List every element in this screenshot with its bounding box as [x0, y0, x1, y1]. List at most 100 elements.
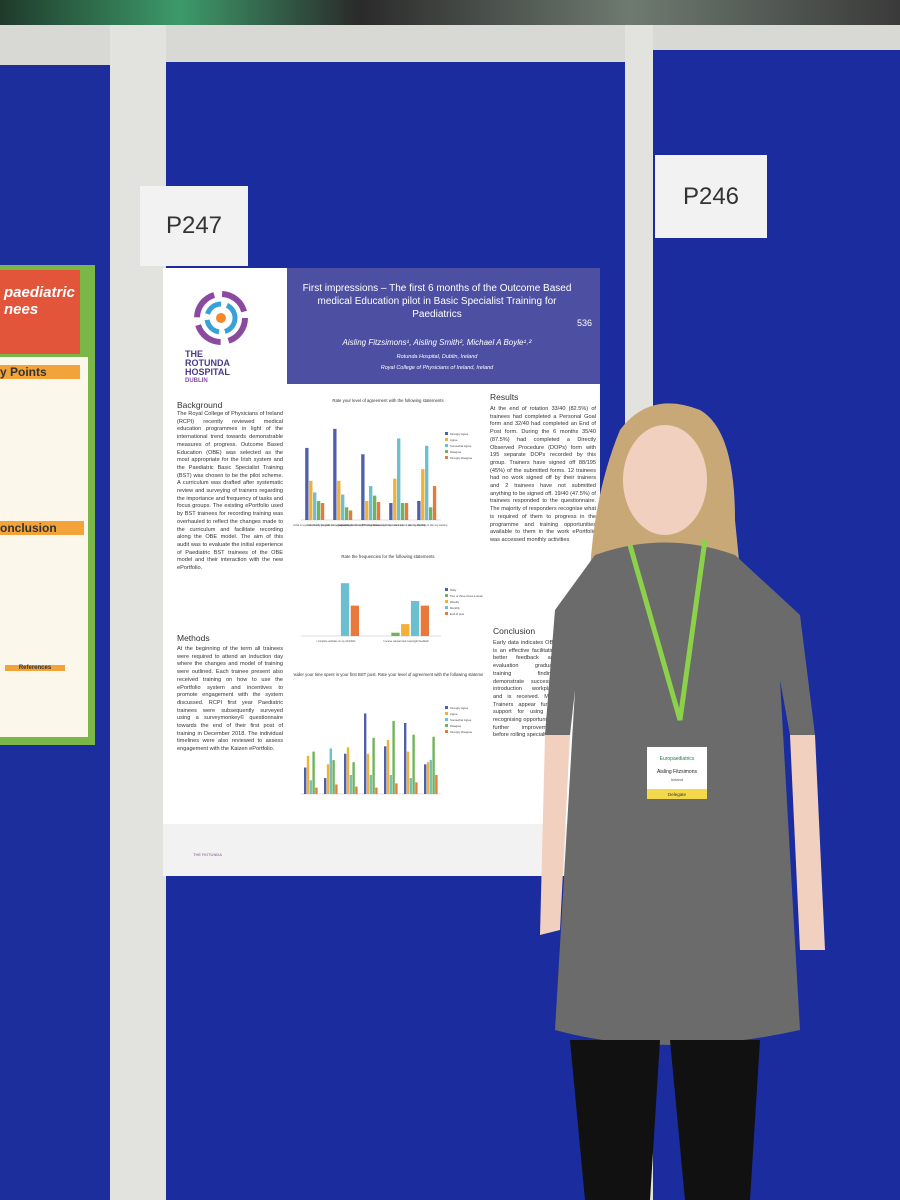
x-tick-label: I understand what is required of me to p… — [293, 524, 350, 527]
bar — [432, 736, 435, 794]
legend-label: Strongly Agree — [450, 432, 469, 436]
title: nees — [4, 301, 39, 318]
bar — [417, 500, 421, 520]
legend-swatch — [445, 600, 448, 603]
legend-swatch — [445, 432, 448, 435]
bar — [309, 480, 313, 520]
badge-event: Europaediatrics — [660, 756, 695, 762]
legend-label: Disagree — [450, 724, 462, 728]
heading: References — [5, 665, 65, 671]
bar — [412, 734, 415, 794]
section-heading: Results — [490, 392, 519, 402]
chart-title: Rate the frequencies for the following s… — [341, 554, 434, 559]
section-text: Early data indicates OBE is an effective… — [493, 640, 557, 739]
bar — [428, 507, 433, 520]
bar — [375, 787, 378, 794]
bar — [435, 774, 438, 794]
bar — [393, 478, 397, 520]
bar — [348, 510, 353, 520]
section-heading: Methods — [177, 633, 210, 643]
bar — [389, 774, 392, 794]
poster-header: paediatric nees — [0, 270, 80, 354]
logo-word: ROTUNDA — [185, 358, 230, 368]
legend-swatch — [445, 724, 448, 727]
bar — [349, 774, 352, 794]
bar — [404, 722, 407, 794]
bar — [395, 783, 398, 794]
bar — [332, 760, 335, 794]
bar — [316, 500, 321, 520]
legend-label: Somewhat Agree — [450, 444, 472, 448]
bar — [306, 755, 310, 794]
x-tick-label: I receive relevant and meaningful feedba… — [383, 640, 429, 643]
person: Europaediatrics Aisling Fitzsimons Irela… — [540, 403, 825, 1200]
bar — [386, 739, 390, 794]
section-text: The Royal College of Physicians of Irela… — [177, 411, 283, 572]
bar — [320, 503, 325, 520]
bar — [400, 503, 405, 520]
badge-name: Aisling Fitzsimons — [657, 769, 698, 775]
bar — [346, 747, 350, 794]
logo-word: HOSPITAL — [185, 367, 230, 377]
poster: THE ROTUNDA HOSPITAL DUBLIN First impressio… — [163, 268, 600, 876]
logo-word: THE — [185, 349, 203, 359]
legend-label: Two or three times a week — [450, 594, 483, 598]
bar — [365, 500, 369, 520]
bar — [326, 764, 330, 794]
bar — [420, 605, 430, 636]
legend-swatch — [445, 706, 448, 709]
bar — [424, 764, 427, 794]
bar — [406, 751, 410, 794]
poster-body: y Points onclusion References — [0, 357, 88, 737]
bar — [309, 780, 312, 794]
bar — [376, 501, 381, 520]
legend-swatch — [445, 718, 448, 721]
legend-swatch — [445, 588, 448, 591]
affiliation: Rotunda Hospital, Dublin, Ireland — [396, 354, 478, 360]
x-tick-label: I complete activities on my ePortfolio — [317, 640, 356, 643]
legend-swatch — [445, 730, 448, 733]
bar — [369, 774, 372, 794]
legend-swatch — [445, 456, 448, 459]
bar — [429, 760, 432, 794]
x-tick-label: I can identify the skills I am expected … — [307, 524, 380, 527]
bar — [350, 605, 360, 636]
bar — [372, 737, 375, 794]
bar — [352, 762, 355, 794]
bar — [312, 751, 315, 794]
bar — [329, 748, 332, 794]
bar — [415, 782, 418, 794]
bar — [355, 786, 358, 794]
bar — [315, 787, 318, 794]
bar — [432, 486, 437, 520]
bar — [425, 445, 429, 520]
bar — [324, 778, 327, 794]
section-heading: Background — [177, 400, 223, 410]
legend-label: End of post — [450, 612, 464, 616]
bar — [313, 492, 317, 520]
legend-swatch — [445, 444, 448, 447]
legend-label: Agree — [450, 712, 458, 716]
authors: Aisling Fitzsimons¹, Aisling Smith², Mic… — [342, 338, 532, 347]
bar — [392, 720, 395, 794]
legend-label: Strongly Disagree — [450, 730, 473, 734]
logo-text: THE ROTUNDA HOSPITAL DUBLIN — [185, 350, 230, 386]
legend-label: Monthly — [450, 606, 460, 610]
legend-label: Strongly Disagree — [450, 456, 473, 460]
bar — [410, 601, 420, 636]
bar — [344, 507, 349, 520]
section-text: At the beginning of the term all trainee… — [177, 646, 283, 753]
legend-label: Agree — [450, 438, 458, 442]
heading: y Points — [0, 365, 80, 379]
x-tick-label: I use my curriculum document to plan my … — [373, 524, 426, 527]
poster-header: First impressions – The first 6 months o… — [287, 268, 600, 384]
left-poster: paediatric nees y Points onclusion Refere… — [0, 265, 95, 745]
logo: THE ROTUNDA HOSPITAL DUBLIN — [173, 278, 273, 384]
poster-number: 536 — [576, 318, 592, 328]
bar — [384, 746, 387, 794]
bar — [337, 480, 341, 520]
bar — [401, 624, 410, 636]
footer-logo: THE ROTUNDA — [193, 852, 222, 857]
bar — [421, 469, 425, 520]
